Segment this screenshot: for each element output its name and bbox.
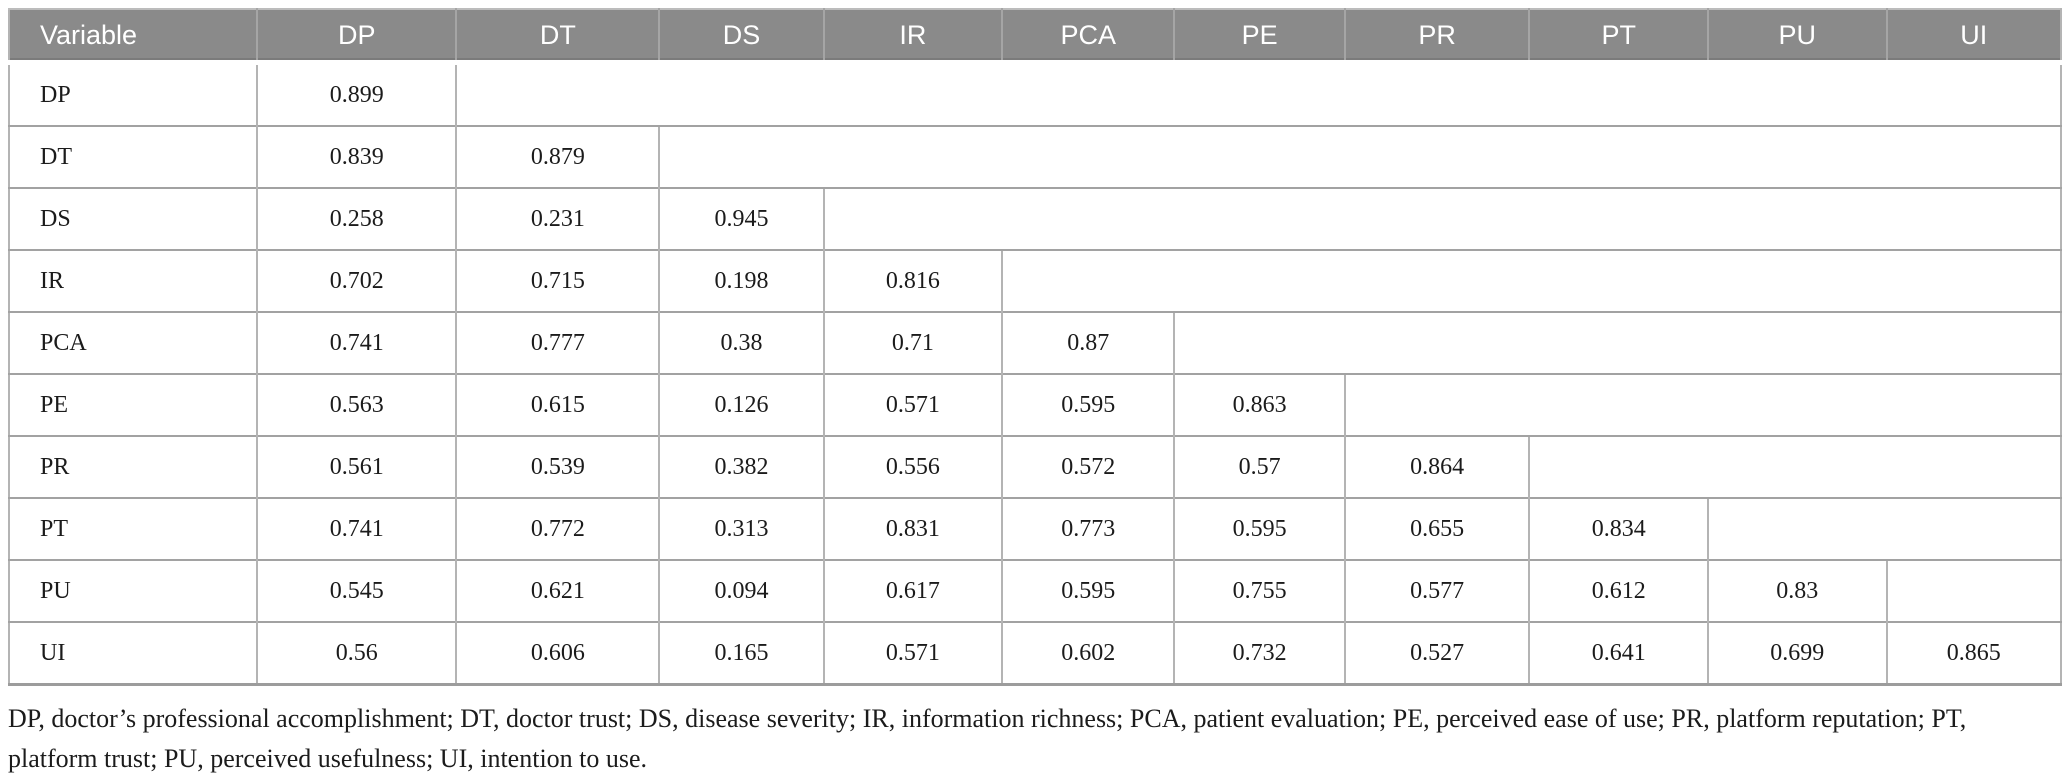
correlation-value-cell: 0.699 <box>1706 621 1887 685</box>
correlation-value-cell: 0.571 <box>822 621 1003 685</box>
correlation-value-cell: 0.612 <box>1528 559 1708 622</box>
correlation-value-cell: 0.655 <box>1343 497 1530 560</box>
row-label: PCA <box>9 311 258 374</box>
row-label: DS <box>9 187 258 250</box>
correlation-value-cell: 0.741 <box>256 497 457 560</box>
correlation-value-cell: 0.57 <box>1173 435 1345 498</box>
empty-cell <box>822 187 2061 250</box>
column-header-pca: PCA <box>1001 9 1175 65</box>
correlation-value-cell: 0.71 <box>822 311 1003 374</box>
correlation-value-cell: 0.865 <box>1885 621 2061 685</box>
correlation-value-cell: 0.258 <box>256 187 457 250</box>
empty-cell <box>1001 249 2061 312</box>
correlation-value-cell: 0.527 <box>1343 621 1530 685</box>
empty-cell <box>455 62 2061 126</box>
correlation-value-cell: 0.741 <box>256 311 457 374</box>
table-row-pu: PU 0.545 0.621 0.094 0.617 0.595 0.755 0.577 0.6… <box>9 559 2061 622</box>
correlation-value-cell: 0.617 <box>822 559 1003 622</box>
table-row-ui: UI 0.56 0.606 0.165 0.571 0.602 0.732 0.527 0.64… <box>9 621 2061 685</box>
row-label: DP <box>9 62 258 126</box>
row-label: PT <box>9 497 258 560</box>
correlation-value-cell: 0.602 <box>1001 621 1175 685</box>
correlation-value-cell: 0.126 <box>658 373 824 436</box>
empty-cell <box>1885 559 2061 622</box>
correlation-value-cell: 0.545 <box>256 559 457 622</box>
correlation-value-cell: 0.198 <box>658 249 824 312</box>
empty-cell <box>1173 311 2061 374</box>
column-header-pe: PE <box>1173 9 1345 65</box>
empty-cell <box>1528 435 2061 498</box>
column-header-dt: DT <box>455 9 660 65</box>
correlation-value-cell: 0.641 <box>1528 621 1708 685</box>
table-row-pe: PE 0.563 0.615 0.126 0.571 0.595 0.863 <box>9 373 2061 436</box>
correlation-value-cell: 0.539 <box>455 435 660 498</box>
correlation-value-cell: 0.777 <box>455 311 660 374</box>
correlation-value-cell: 0.621 <box>455 559 660 622</box>
correlation-value-cell: 0.595 <box>1001 559 1175 622</box>
correlation-value-cell: 0.56 <box>256 621 457 685</box>
table-row-pt: PT 0.741 0.772 0.313 0.831 0.773 0.595 0.655 0.8… <box>9 497 2061 560</box>
correlation-value-cell: 0.702 <box>256 249 457 312</box>
column-header-pt: PT <box>1528 9 1708 65</box>
table-row-dp: DP 0.899 <box>9 62 2061 126</box>
column-header-pr: PR <box>1343 9 1530 65</box>
correlation-table: Variable DP DT DS IR PCA PE PR PT PU UI DP 0.899 DT 0… <box>8 8 2062 686</box>
correlation-value-cell: 0.864 <box>1343 435 1530 498</box>
table-row-pr: PR 0.561 0.539 0.382 0.556 0.572 0.57 0.864 <box>9 435 2061 498</box>
correlation-value-cell: 0.571 <box>822 373 1003 436</box>
correlation-value-cell: 0.094 <box>658 559 824 622</box>
correlation-value-cell: 0.313 <box>658 497 824 560</box>
empty-cell <box>1343 373 2061 436</box>
correlation-value-cell: 0.231 <box>455 187 660 250</box>
column-header-ui: UI <box>1885 9 2061 65</box>
correlation-value-cell: 0.83 <box>1706 559 1887 622</box>
correlation-value-cell: 0.773 <box>1001 497 1175 560</box>
column-header-pu: PU <box>1706 9 1887 65</box>
correlation-value-cell: 0.715 <box>455 249 660 312</box>
column-header-dp: DP <box>256 9 457 65</box>
table-row-ir: IR 0.702 0.715 0.198 0.816 <box>9 249 2061 312</box>
column-header-ds: DS <box>658 9 824 65</box>
correlation-value-cell: 0.606 <box>455 621 660 685</box>
table-footnote: DP, doctor’s professional accomplishment… <box>8 704 1967 773</box>
correlation-value-cell: 0.732 <box>1173 621 1345 685</box>
correlation-value-cell: 0.563 <box>256 373 457 436</box>
correlation-value-cell: 0.38 <box>658 311 824 374</box>
correlation-value-cell: 0.863 <box>1173 373 1345 436</box>
correlation-value-cell: 0.879 <box>455 125 660 188</box>
correlation-value-cell: 0.165 <box>658 621 824 685</box>
row-label: PR <box>9 435 258 498</box>
correlation-value-cell: 0.816 <box>822 249 1003 312</box>
row-label: PU <box>9 559 258 622</box>
correlation-value-cell: 0.382 <box>658 435 824 498</box>
correlation-value-cell: 0.577 <box>1343 559 1530 622</box>
column-header-variable: Variable <box>9 9 258 65</box>
correlation-value-cell: 0.772 <box>455 497 660 560</box>
correlation-value-cell: 0.834 <box>1528 497 1708 560</box>
correlation-value-cell: 0.595 <box>1173 497 1345 560</box>
correlation-value-cell: 0.899 <box>256 62 457 126</box>
correlation-value-cell: 0.615 <box>455 373 660 436</box>
correlation-value-cell: 0.595 <box>1001 373 1175 436</box>
table-row-dt: DT 0.839 0.879 <box>9 125 2061 188</box>
row-label: UI <box>9 621 258 685</box>
correlation-value-cell: 0.831 <box>822 497 1003 560</box>
correlation-value-cell: 0.572 <box>1001 435 1175 498</box>
table-row-ds: DS 0.258 0.231 0.945 <box>9 187 2061 250</box>
correlation-value-cell: 0.556 <box>822 435 1003 498</box>
correlation-value-cell: 0.755 <box>1173 559 1345 622</box>
table-header-row: Variable DP DT DS IR PCA PE PR PT PU UI <box>9 9 2061 65</box>
empty-cell <box>658 125 2061 188</box>
correlation-value-cell: 0.561 <box>256 435 457 498</box>
row-label: IR <box>9 249 258 312</box>
empty-cell <box>1706 497 2061 560</box>
table-row-pca: PCA 0.741 0.777 0.38 0.71 0.87 <box>9 311 2061 374</box>
column-header-ir: IR <box>822 9 1003 65</box>
correlation-value-cell: 0.87 <box>1001 311 1175 374</box>
row-label: PE <box>9 373 258 436</box>
row-label: DT <box>9 125 258 188</box>
correlation-value-cell: 0.839 <box>256 125 457 188</box>
correlation-value-cell: 0.945 <box>658 187 824 250</box>
